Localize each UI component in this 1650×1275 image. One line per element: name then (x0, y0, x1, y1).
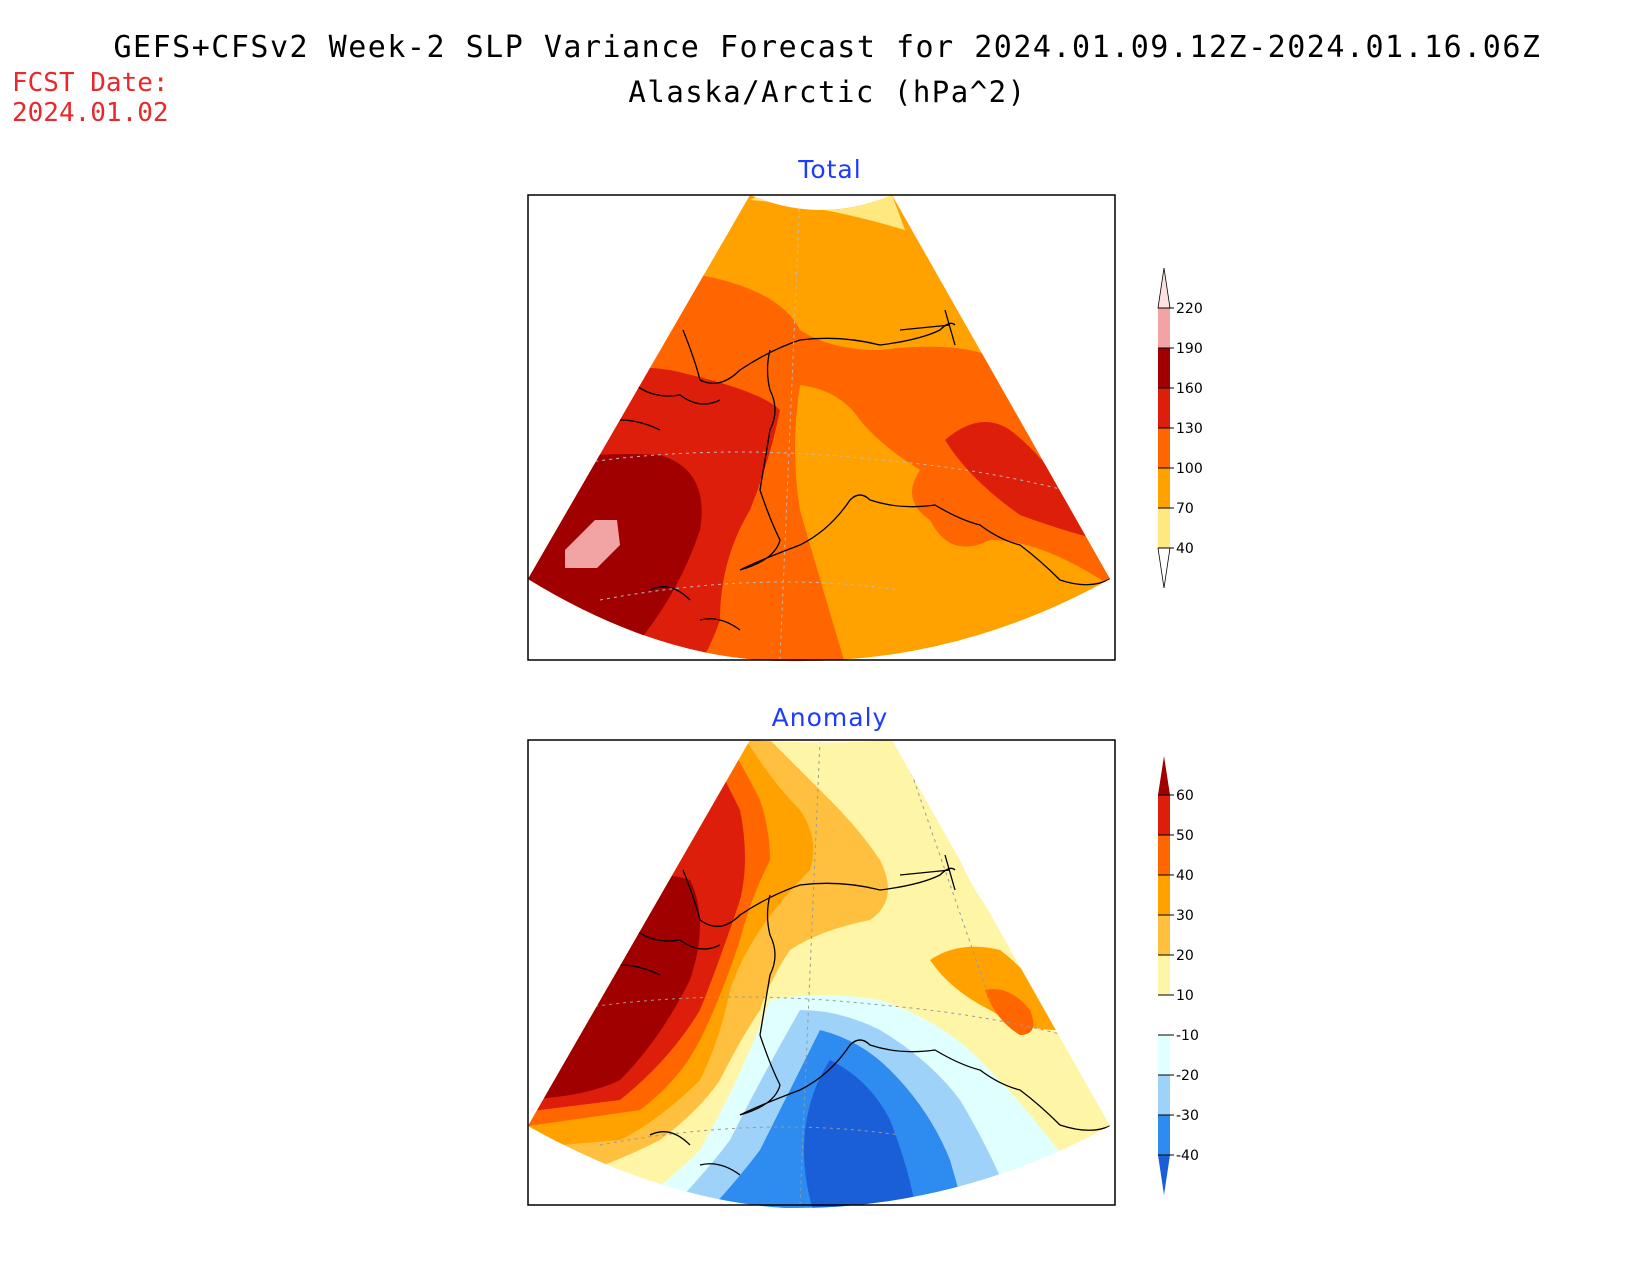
anomaly-legend-label-50: 50 (1176, 828, 1194, 844)
total-fill-130-160-east (945, 422, 1100, 540)
anomaly-legend-label-neg40: -40 (1176, 1148, 1199, 1164)
total-legend-label-40: 40 (1176, 541, 1194, 557)
forecast-date-value: 2024.01.02 (12, 98, 169, 128)
total-legend-label-190: 190 (1176, 341, 1203, 357)
anomaly-fill-lt-neg40 (804, 1060, 920, 1209)
anomaly-legend: 60 50 40 30 20 10 -10 -20 -30 -40 (1158, 756, 1199, 1195)
forecast-date-label: FCST Date: (12, 68, 169, 98)
anomaly-legend-label-30: 30 (1176, 908, 1194, 924)
anomaly-legend-label-neg20: -20 (1176, 1068, 1199, 1084)
total-legend-label-100: 100 (1176, 461, 1203, 477)
anomaly-coastline (619, 854, 1110, 1176)
total-legend: 220 190 160 130 100 70 40 (1157, 267, 1203, 589)
anomaly-legend-label-20: 20 (1176, 948, 1194, 964)
total-legend-label-130: 130 (1176, 421, 1203, 437)
total-map-frame (527, 194, 1116, 661)
anomaly-panel-title: Anomaly (771, 703, 889, 732)
forecast-date-block: FCST Date: 2024.01.02 (12, 68, 169, 128)
anomaly-variance-map (527, 739, 1116, 1209)
total-graticule (539, 195, 1101, 661)
main-title: GEFS+CFSv2 Week-2 SLP Variance Forecast … (113, 30, 1542, 65)
total-legend-label-220: 220 (1176, 301, 1203, 317)
anomaly-legend-label-40: 40 (1176, 868, 1194, 884)
total-legend-label-160: 160 (1176, 381, 1203, 397)
anomaly-legend-label-neg10: -10 (1176, 1028, 1199, 1044)
total-fill-190-220 (565, 520, 620, 568)
anomaly-map-frame (527, 739, 1116, 1206)
total-variance-map (527, 194, 1116, 662)
anomaly-graticule (539, 740, 1101, 1206)
subtitle: Alaska/Arctic (hPa^2) (628, 75, 1027, 109)
anomaly-fill-east-40-50 (985, 989, 1034, 1035)
total-coastline (619, 309, 1110, 631)
total-panel-title: Total (798, 155, 862, 184)
anomaly-legend-label-10: 10 (1176, 988, 1194, 1004)
anomaly-legend-label-60: 60 (1176, 788, 1194, 804)
anomaly-legend-label-neg30: -30 (1176, 1108, 1199, 1124)
total-legend-label-70: 70 (1176, 501, 1194, 517)
